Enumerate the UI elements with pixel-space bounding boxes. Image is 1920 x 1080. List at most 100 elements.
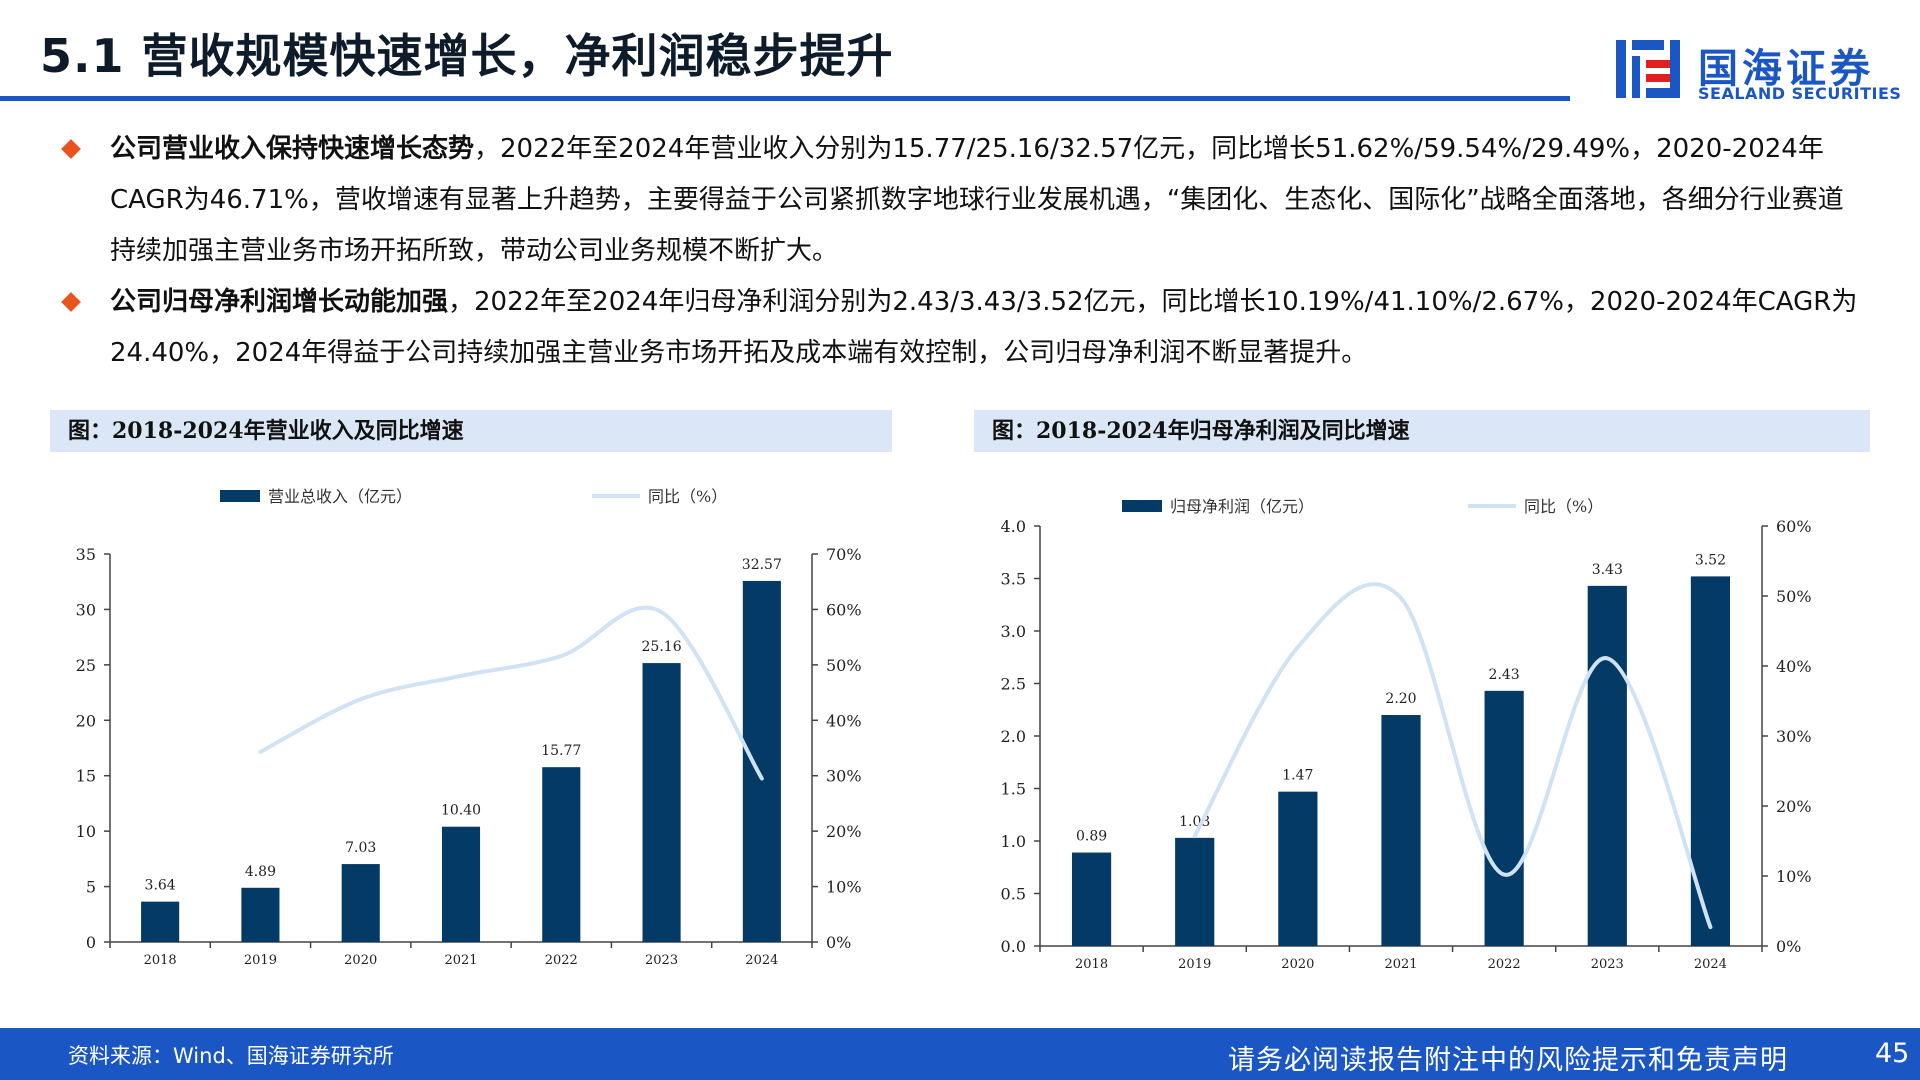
y-tick-label: 1.5 xyxy=(1001,780,1026,799)
x-tick-label: 2020 xyxy=(1281,957,1314,972)
bar xyxy=(1484,690,1524,946)
chart-caption-revenue: 图：2018-2024年营业收入及同比增速 xyxy=(50,410,892,452)
x-tick-label: 2023 xyxy=(1591,957,1624,972)
bar-data-label: 25.16 xyxy=(642,639,682,655)
bar-data-label: 3.64 xyxy=(145,878,176,894)
bar xyxy=(1278,791,1318,946)
y-tick-label: 1.0 xyxy=(1001,832,1026,851)
bar-data-label: 3.52 xyxy=(1695,552,1726,568)
bar xyxy=(1587,585,1627,946)
page-title: 5.1 营收规模快速增长，净利润稳步提升 xyxy=(40,29,894,83)
bullet-revenue: 公司营业收入保持快速增长态势，2022年至2024年营业收入分别为15.77/2… xyxy=(60,124,1860,277)
bullet-net-profit-heading: 公司归母净利润增长动能加强 xyxy=(110,287,449,317)
disclaimer: 请务必阅读报告附注中的风险提示和免责声明 xyxy=(1228,1045,1788,1076)
title-underline xyxy=(0,96,1570,101)
y2-tick-label: 0% xyxy=(1776,937,1801,956)
y2-tick-label: 10% xyxy=(1776,867,1812,886)
x-tick-label: 2021 xyxy=(444,953,477,968)
y-tick-label: 30 xyxy=(76,600,96,619)
y-tick-label: 10 xyxy=(76,822,96,841)
logo-english-name: SEALAND SECURITIES xyxy=(1698,84,1902,103)
y2-tick-label: 50% xyxy=(826,656,862,675)
bar-data-label: 2.43 xyxy=(1489,667,1520,683)
x-tick-label: 2020 xyxy=(344,953,377,968)
y-tick-label: 0.0 xyxy=(1001,937,1026,956)
x-tick-label: 2023 xyxy=(645,953,678,968)
x-tick-label: 2022 xyxy=(1488,957,1521,972)
bar-data-label: 2.20 xyxy=(1385,691,1416,707)
logo-chinese-name: 国海证券 xyxy=(1698,46,1874,92)
bar xyxy=(441,826,481,942)
growth-rate-line xyxy=(258,605,764,781)
company-logo: 国海证券 SEALAND SECURITIES xyxy=(1612,36,1901,106)
x-tick-label: 2018 xyxy=(144,953,177,968)
y2-tick-label: 60% xyxy=(1776,517,1812,536)
y-tick-label: 2.0 xyxy=(1001,727,1026,746)
page-number: 45 xyxy=(1875,1038,1910,1069)
legend-bar-label: 归母净利润（亿元） xyxy=(1170,497,1314,516)
bar xyxy=(542,767,581,942)
x-tick-label: 2019 xyxy=(244,953,277,968)
y-tick-label: 3.0 xyxy=(1001,622,1026,641)
logo-mark-icon xyxy=(1616,40,1680,98)
y2-tick-label: 10% xyxy=(826,878,862,897)
chart-caption-net-profit: 图：2018-2024年归母净利润及同比增速 xyxy=(974,410,1870,452)
bar xyxy=(341,864,380,942)
diamond-bullet-icon xyxy=(61,139,81,159)
y2-tick-label: 50% xyxy=(1776,587,1812,606)
net-profit-chart: 归母净利润（亿元） 同比（%） 0.0 0.5 1.0 1.5 2.0 2.5 3.0 3.5 4.… xyxy=(1001,497,1812,972)
summary-bullets: 公司营业收入保持快速增长态势，2022年至2024年营业收入分别为15.77/2… xyxy=(60,124,1860,379)
bar-data-label: 7.03 xyxy=(345,840,376,856)
bar-data-label: 32.57 xyxy=(742,557,782,573)
bullet-revenue-heading: 公司营业收入保持快速增长态势 xyxy=(110,134,475,164)
bullet-revenue-text: ，2022年至2024年营业收入分别为15.77/25.16/32.57亿元，同… xyxy=(110,134,1844,266)
y2-tick-label: 20% xyxy=(826,822,862,841)
bar-data-label: 15.77 xyxy=(541,743,581,759)
legend-bar-label: 营业总收入（亿元） xyxy=(268,487,412,506)
y2-tick-label: 40% xyxy=(826,711,862,730)
y-tick-label: 20 xyxy=(76,711,96,730)
bar xyxy=(742,580,781,942)
x-tick-label: 2024 xyxy=(1694,957,1727,972)
y2-tick-label: 40% xyxy=(1776,657,1812,676)
y-tick-label: 0 xyxy=(86,933,96,952)
y2-tick-label: 30% xyxy=(1776,727,1812,746)
legend-line-label: 同比（%） xyxy=(648,487,727,506)
growth-rate-line xyxy=(1192,582,1713,930)
x-tick-label: 2018 xyxy=(1075,957,1108,972)
bar-data-label: 1.47 xyxy=(1282,768,1313,784)
bar xyxy=(1071,852,1112,946)
y-tick-label: 3.5 xyxy=(1001,570,1026,589)
y-tick-label: 0.5 xyxy=(1001,885,1026,904)
bar-data-label: 0.89 xyxy=(1076,829,1107,845)
bullet-net-profit-text: ，2022年至2024年归母净利润分别为2.43/3.43/3.52亿元，同比增… xyxy=(110,287,1858,368)
bar-data-label: 4.89 xyxy=(245,864,276,880)
y2-tick-label: 30% xyxy=(826,767,862,786)
bar xyxy=(241,887,280,942)
bar xyxy=(1381,715,1421,946)
bar xyxy=(1175,837,1215,946)
bar-data-label: 3.43 xyxy=(1592,562,1623,578)
bullet-net-profit: 公司归母净利润增长动能加强，2022年至2024年归母净利润分别为2.43/3.… xyxy=(60,277,1860,379)
legend-bar-swatch xyxy=(1122,500,1162,512)
y2-tick-label: 0% xyxy=(826,933,851,952)
bar xyxy=(642,663,681,942)
source-note: 资料来源：Wind、国海证券研究所 xyxy=(68,1044,394,1068)
y-tick-label: 5 xyxy=(86,878,96,897)
x-tick-label: 2021 xyxy=(1384,957,1417,972)
y2-tick-label: 70% xyxy=(826,545,862,564)
diamond-bullet-icon xyxy=(61,292,81,312)
y-tick-label: 4.0 xyxy=(1001,517,1026,536)
y-tick-label: 25 xyxy=(76,656,96,675)
y-tick-label: 2.5 xyxy=(1001,675,1026,694)
bar-data-label: 10.40 xyxy=(441,803,481,819)
y2-tick-label: 60% xyxy=(826,600,862,619)
legend-line-label: 同比（%） xyxy=(1524,497,1603,516)
x-tick-label: 2024 xyxy=(745,953,778,968)
x-tick-label: 2019 xyxy=(1178,957,1211,972)
revenue-chart: 营业总收入（亿元） 同比（%） 0 5 10 15 20 25 30 35 0% 10% 20% 30% 4… xyxy=(76,487,862,968)
y-tick-label: 35 xyxy=(76,545,96,564)
y2-tick-label: 20% xyxy=(1776,797,1812,816)
x-tick-label: 2022 xyxy=(545,953,578,968)
legend-bar-swatch xyxy=(220,490,260,502)
